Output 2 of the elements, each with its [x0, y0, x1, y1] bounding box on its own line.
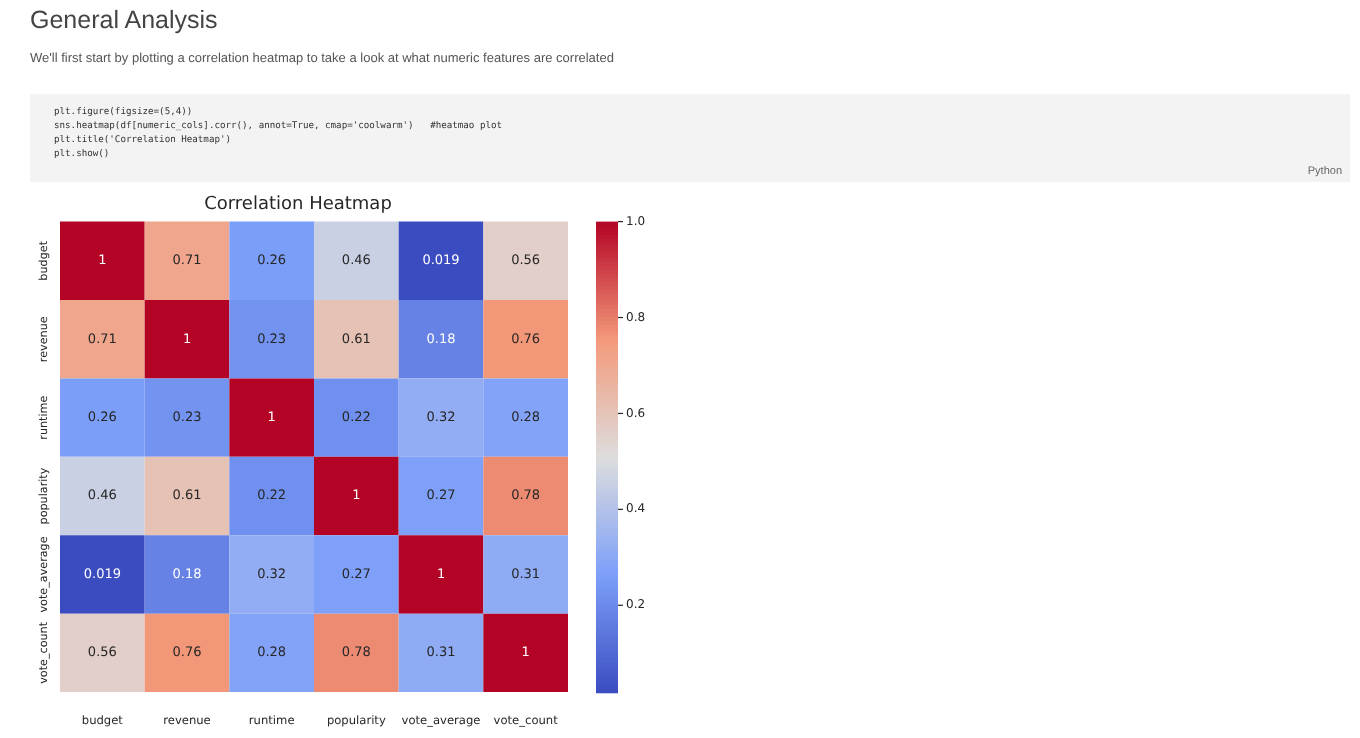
- text: General Analysis: [30, 6, 218, 34]
- chart-title: Correlation Heatmap: [204, 195, 393, 216]
